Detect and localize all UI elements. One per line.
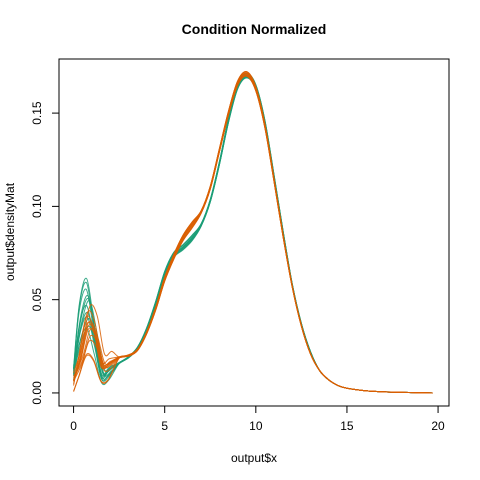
series-line-teal-5: [73, 75, 433, 394]
series-line-orange-1: [73, 71, 433, 394]
y-axis: 0.00 0.05 0.10 0.15: [30, 101, 60, 405]
x-tick-label: 15: [340, 419, 354, 433]
series-line-teal-3: [73, 74, 433, 394]
series-line-teal-10: [73, 72, 433, 394]
series-lines: [73, 71, 433, 394]
series-line-teal-2: [73, 77, 433, 394]
series-line-orange-3: [73, 74, 433, 394]
x-axis-label: output$x: [231, 451, 277, 465]
y-tick-label: 0.10: [30, 194, 44, 218]
series-line-orange-6: [73, 74, 433, 394]
x-tick-label: 10: [249, 419, 263, 433]
series-line-teal-4: [73, 75, 433, 394]
y-axis-label: output$densityMat: [3, 182, 17, 281]
series-line-orange-8: [73, 72, 433, 394]
series-line-orange-10: [73, 74, 433, 394]
y-tick-label: 0.15: [30, 101, 44, 125]
plot-frame: [58, 58, 450, 407]
x-tick-label: 0: [70, 419, 77, 433]
x-tick-label: 5: [161, 419, 168, 433]
series-line-teal-6: [73, 74, 433, 394]
y-tick-label: 0.05: [30, 288, 44, 312]
series-line-teal-9: [73, 75, 433, 394]
series-line-teal-8: [73, 76, 433, 394]
x-axis: 0 5 10 15 20: [70, 405, 445, 433]
x-tick-label: 20: [431, 419, 445, 433]
y-tick-label: 0.00: [30, 381, 44, 405]
series-line-teal-7: [73, 76, 433, 394]
series-line-orange-11: [73, 72, 433, 394]
series-line-orange-5: [73, 71, 433, 394]
series-line-teal-12: [73, 76, 433, 394]
series-line-teal-11: [73, 73, 433, 394]
chart-title: Condition Normalized: [182, 21, 327, 37]
series-line-orange-7: [73, 72, 433, 394]
series-line-orange-12: [73, 75, 433, 394]
series-line-orange-9: [73, 71, 433, 394]
series-line-orange-4: [73, 73, 433, 394]
series-line-orange-2: [73, 75, 433, 394]
series-line-teal-1: [73, 73, 433, 394]
